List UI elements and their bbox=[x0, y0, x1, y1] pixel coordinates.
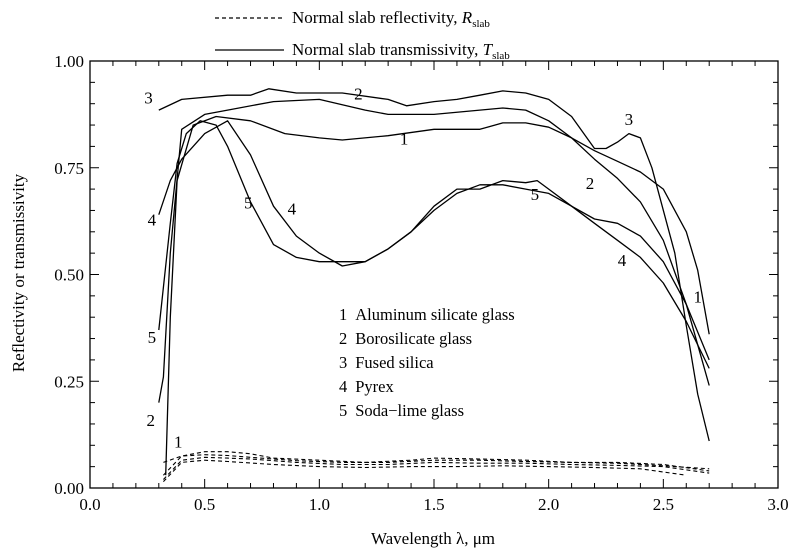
transmissivity-curve-2 bbox=[158, 98, 710, 403]
y-tick-label: 0.75 bbox=[54, 159, 84, 178]
curve-label-3: 3 bbox=[625, 110, 634, 129]
legend-transmissivity-label: Normal slab transmissivity, Tslab bbox=[292, 40, 510, 62]
x-tick-label: 1.0 bbox=[309, 495, 330, 514]
reflectivity-curve-R1 bbox=[163, 451, 710, 476]
curve-label-1: 1 bbox=[400, 129, 409, 148]
x-axis-title: Wavelength λ, μm bbox=[371, 529, 495, 548]
x-tick-label: 0.5 bbox=[194, 495, 215, 514]
y-tick-label: 1.00 bbox=[54, 52, 84, 71]
transmissivity-curve-3 bbox=[158, 88, 710, 442]
curve-label-5: 5 bbox=[531, 185, 540, 204]
curve-label-4: 4 bbox=[618, 251, 627, 270]
reflectivity-curve-R2 bbox=[163, 456, 710, 480]
transmissivity-curve-4 bbox=[158, 120, 710, 369]
y-tick-label: 0.25 bbox=[54, 372, 84, 391]
chart-legend: Normal slab reflectivity, Rslab Normal s… bbox=[215, 8, 510, 62]
curve-label-5: 5 bbox=[244, 193, 253, 212]
curve-label-4: 4 bbox=[288, 200, 297, 219]
legend-reflectivity-label: Normal slab reflectivity, Rslab bbox=[292, 8, 490, 30]
x-tick-label: 3.0 bbox=[767, 495, 788, 514]
curve-label-1: 1 bbox=[174, 432, 183, 451]
reflectivity-curve-R4 bbox=[163, 454, 710, 470]
curve-label-3: 3 bbox=[144, 89, 153, 108]
transmissivity-curve-1 bbox=[165, 115, 710, 476]
key-item-3: 3 Fused silica bbox=[339, 353, 434, 372]
x-tick-label: 1.5 bbox=[423, 495, 444, 514]
curve-label-2: 2 bbox=[147, 411, 156, 430]
x-tick-label: 2.0 bbox=[538, 495, 559, 514]
material-key: 1 Aluminum silicate glass 2 Borosilicate g… bbox=[339, 305, 515, 420]
y-tick-label: 0.50 bbox=[54, 266, 84, 285]
curve-label-2: 2 bbox=[354, 84, 363, 103]
x-tick-label: 2.5 bbox=[653, 495, 674, 514]
curve-label-5: 5 bbox=[148, 328, 157, 347]
key-item-4: 4 Pyrex bbox=[339, 377, 394, 396]
x-tick-label: 0.0 bbox=[79, 495, 100, 514]
y-axis-title: Reflectivity or transmissivity bbox=[9, 173, 28, 372]
curve-label-1: 1 bbox=[693, 287, 702, 306]
curve-label-4: 4 bbox=[148, 210, 157, 229]
reflectivity-curve-R3 bbox=[163, 459, 687, 482]
curve-label-2: 2 bbox=[586, 174, 595, 193]
key-item-5: 5 Soda−lime glass bbox=[339, 401, 464, 420]
axes: 0.0 0.5 1.0 1.5 2.0 2.5 3.0 0.00 0.25 0.50 0.75 1.0… bbox=[54, 52, 788, 514]
y-tick-label: 0.00 bbox=[54, 479, 84, 498]
transmissivity-curve-5 bbox=[158, 120, 710, 361]
key-item-2: 2 Borosilicate glass bbox=[339, 329, 472, 348]
key-item-1: 1 Aluminum silicate glass bbox=[339, 305, 515, 324]
data-series bbox=[158, 88, 710, 482]
